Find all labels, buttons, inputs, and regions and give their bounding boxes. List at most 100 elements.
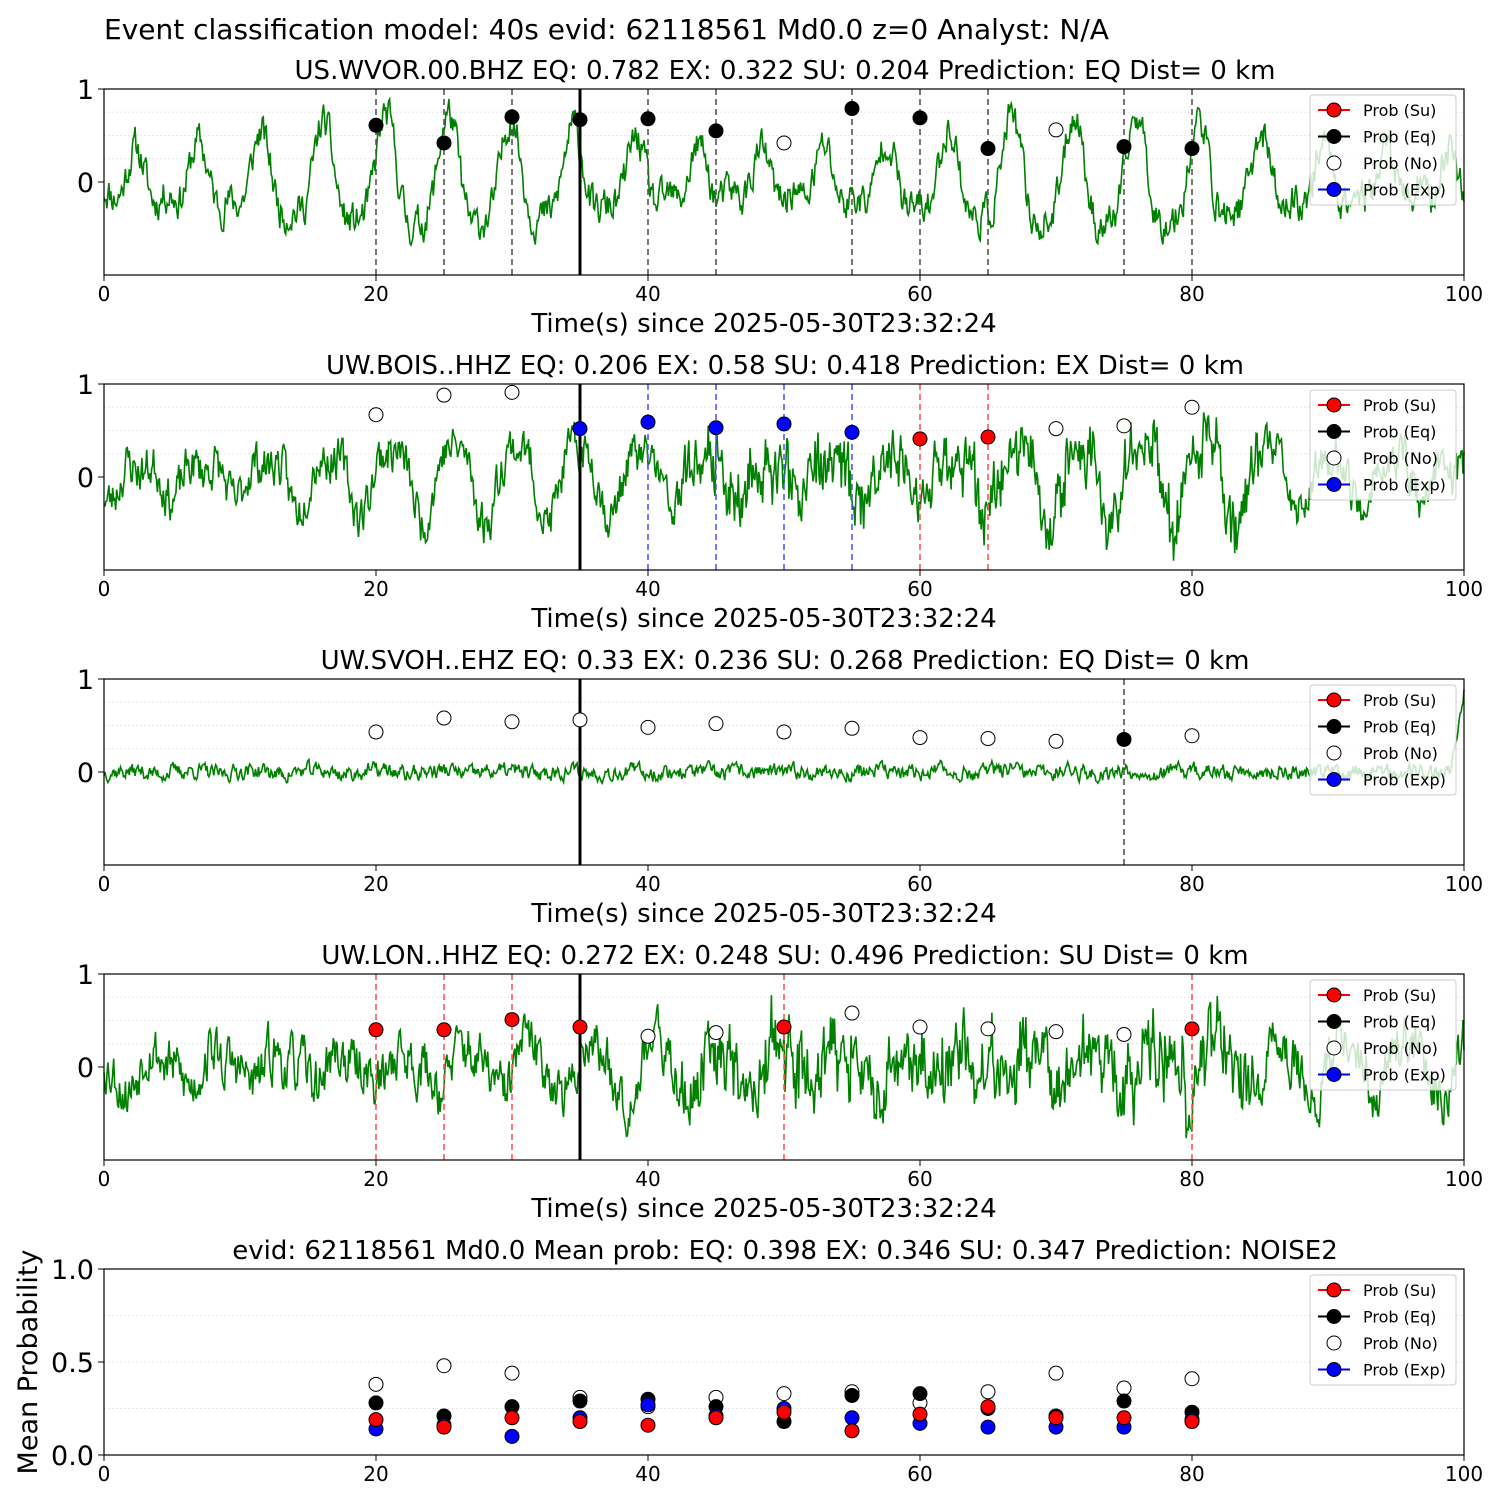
prob-point-su (572, 1019, 588, 1035)
x-tick-label: 20 (363, 1167, 388, 1191)
legend-marker (1326, 1282, 1342, 1298)
prob-point-exp (776, 416, 792, 432)
legend-marker (1326, 745, 1342, 761)
mean-prob-point-su (640, 1417, 656, 1433)
x-tick-label: 100 (1445, 577, 1483, 601)
mean-prob-point-no (1048, 1365, 1064, 1381)
x-tick-label: 40 (635, 577, 660, 601)
prob-point-no (1048, 1024, 1064, 1040)
y-tick-label: 1.0 (51, 1255, 94, 1286)
prob-point-no (1048, 421, 1064, 437)
x-tick-label: 20 (363, 872, 388, 896)
prob-point-su (436, 1022, 452, 1038)
prob-point-eq (980, 141, 996, 157)
legend-label: Prob (No) (1363, 1334, 1438, 1353)
panel-3: 0 20 40 60 80 100 1 0 UW.SVOH..EHZ EQ: 0.33 EX: … (77, 646, 1483, 929)
y-tick-label: 0 (77, 758, 94, 789)
x-tick-label: 60 (907, 1462, 932, 1486)
x-tick-label: 100 (1445, 872, 1483, 896)
legend-marker (1326, 1335, 1342, 1351)
y-tick-label: 0 (77, 168, 94, 199)
prob-point-su (368, 1022, 384, 1038)
panel-4: 0 20 40 60 80 100 1 0 UW.LON..HHZ EQ: 0.272 EX: … (77, 941, 1483, 1224)
x-tick-label: 0 (98, 872, 111, 896)
legend-label: Prob (Eq) (1363, 128, 1436, 147)
mean-prob-point-eq (1116, 1393, 1132, 1409)
legend-marker (1326, 155, 1342, 171)
mean-prob-point-no (504, 1365, 520, 1381)
legend-marker (1326, 1309, 1342, 1324)
legend: Prob (Su) Prob (Eq) Prob (No) Prob (Exp) (1309, 684, 1457, 796)
prob-point-no (980, 731, 996, 747)
legend-label: Prob (No) (1363, 744, 1438, 763)
prob-point-no (980, 1021, 996, 1037)
legend-marker (1326, 772, 1342, 787)
x-tick-label: 60 (907, 577, 932, 601)
mean-prob-point-no (436, 1358, 452, 1374)
prob-point-no (572, 712, 588, 728)
legend-marker (1326, 450, 1342, 466)
prob-point-no (640, 1028, 656, 1044)
mean-prob-point-exp (640, 1397, 656, 1413)
prob-point-su (980, 429, 996, 445)
prob-point-no (912, 1019, 928, 1035)
legend-label: Prob (Eq) (1363, 1013, 1436, 1032)
legend-label: Prob (Eq) (1363, 718, 1436, 737)
panel-5: 0 20 40 60 80 100 1.0 0.5 0.0 evid: 62118561 Md0.… (13, 1236, 1483, 1486)
y-tick-label: 1 (77, 960, 94, 991)
legend-label: Prob (Exp) (1363, 181, 1446, 200)
prob-point-su (776, 1019, 792, 1035)
legend-label: Prob (No) (1363, 1039, 1438, 1058)
legend: Prob (Su) Prob (Eq) Prob (No) Prob (Exp) (1309, 389, 1457, 501)
panel-2: 0 20 40 60 80 100 1 0 UW.BOIS..HHZ EQ: 0.206 EX:… (77, 351, 1483, 634)
x-tick-label: 40 (635, 1167, 660, 1191)
mean-prob-point-su (1184, 1414, 1200, 1430)
x-tick-label: 20 (363, 577, 388, 601)
legend-label: Prob (Exp) (1363, 1361, 1446, 1380)
legend-marker (1326, 129, 1342, 144)
x-tick-label: 20 (363, 1462, 388, 1486)
prob-point-no (504, 714, 520, 730)
x-tick-label: 40 (635, 1462, 660, 1486)
prob-point-exp (572, 421, 588, 437)
mean-prob-point-su (912, 1406, 928, 1422)
x-tick-label: 0 (98, 577, 111, 601)
mean-prob-point-exp (980, 1419, 996, 1435)
x-tick-label: 60 (907, 282, 932, 306)
prob-point-no (1116, 418, 1132, 434)
panel-title: evid: 62118561 Md0.0 Mean prob: EQ: 0.39… (232, 1236, 1338, 1266)
prob-point-eq (844, 101, 860, 117)
prob-point-exp (844, 424, 860, 440)
prob-point-su (1184, 1021, 1200, 1037)
legend-label: Prob (Exp) (1363, 476, 1446, 495)
legend-marker (1326, 397, 1342, 413)
x-axis-label: Time(s) since 2025-05-30T23:32:24 (530, 1194, 996, 1224)
x-tick-label: 80 (1179, 282, 1204, 306)
waveform-trace (103, 689, 1465, 786)
legend-label: Prob (Su) (1363, 1281, 1436, 1300)
legend-marker (1326, 1067, 1342, 1082)
prob-point-no (1184, 728, 1200, 744)
mean-prob-point-eq (844, 1387, 860, 1403)
prob-point-no (708, 1025, 724, 1041)
x-tick-label: 80 (1179, 872, 1204, 896)
suptitle: Event classification model: 40s evid: 62… (104, 13, 1109, 46)
x-tick-label: 0 (98, 1167, 111, 1191)
x-tick-label: 80 (1179, 1167, 1204, 1191)
legend-label: Prob (Su) (1363, 101, 1436, 120)
x-tick-label: 0 (98, 282, 111, 306)
prob-point-no (436, 710, 452, 726)
prob-point-no (844, 720, 860, 736)
mean-prob-point-no (368, 1376, 384, 1392)
prob-point-su (912, 431, 928, 447)
legend-marker (1326, 692, 1342, 708)
legend-label: Prob (Su) (1363, 986, 1436, 1005)
mean-prob-point-su (504, 1410, 520, 1426)
panel-title: UW.BOIS..HHZ EQ: 0.206 EX: 0.58 SU: 0.41… (326, 351, 1244, 381)
legend-marker (1326, 477, 1342, 492)
legend-label: Prob (No) (1363, 449, 1438, 468)
x-tick-label: 100 (1445, 1167, 1483, 1191)
legend-box (1309, 979, 1457, 1091)
